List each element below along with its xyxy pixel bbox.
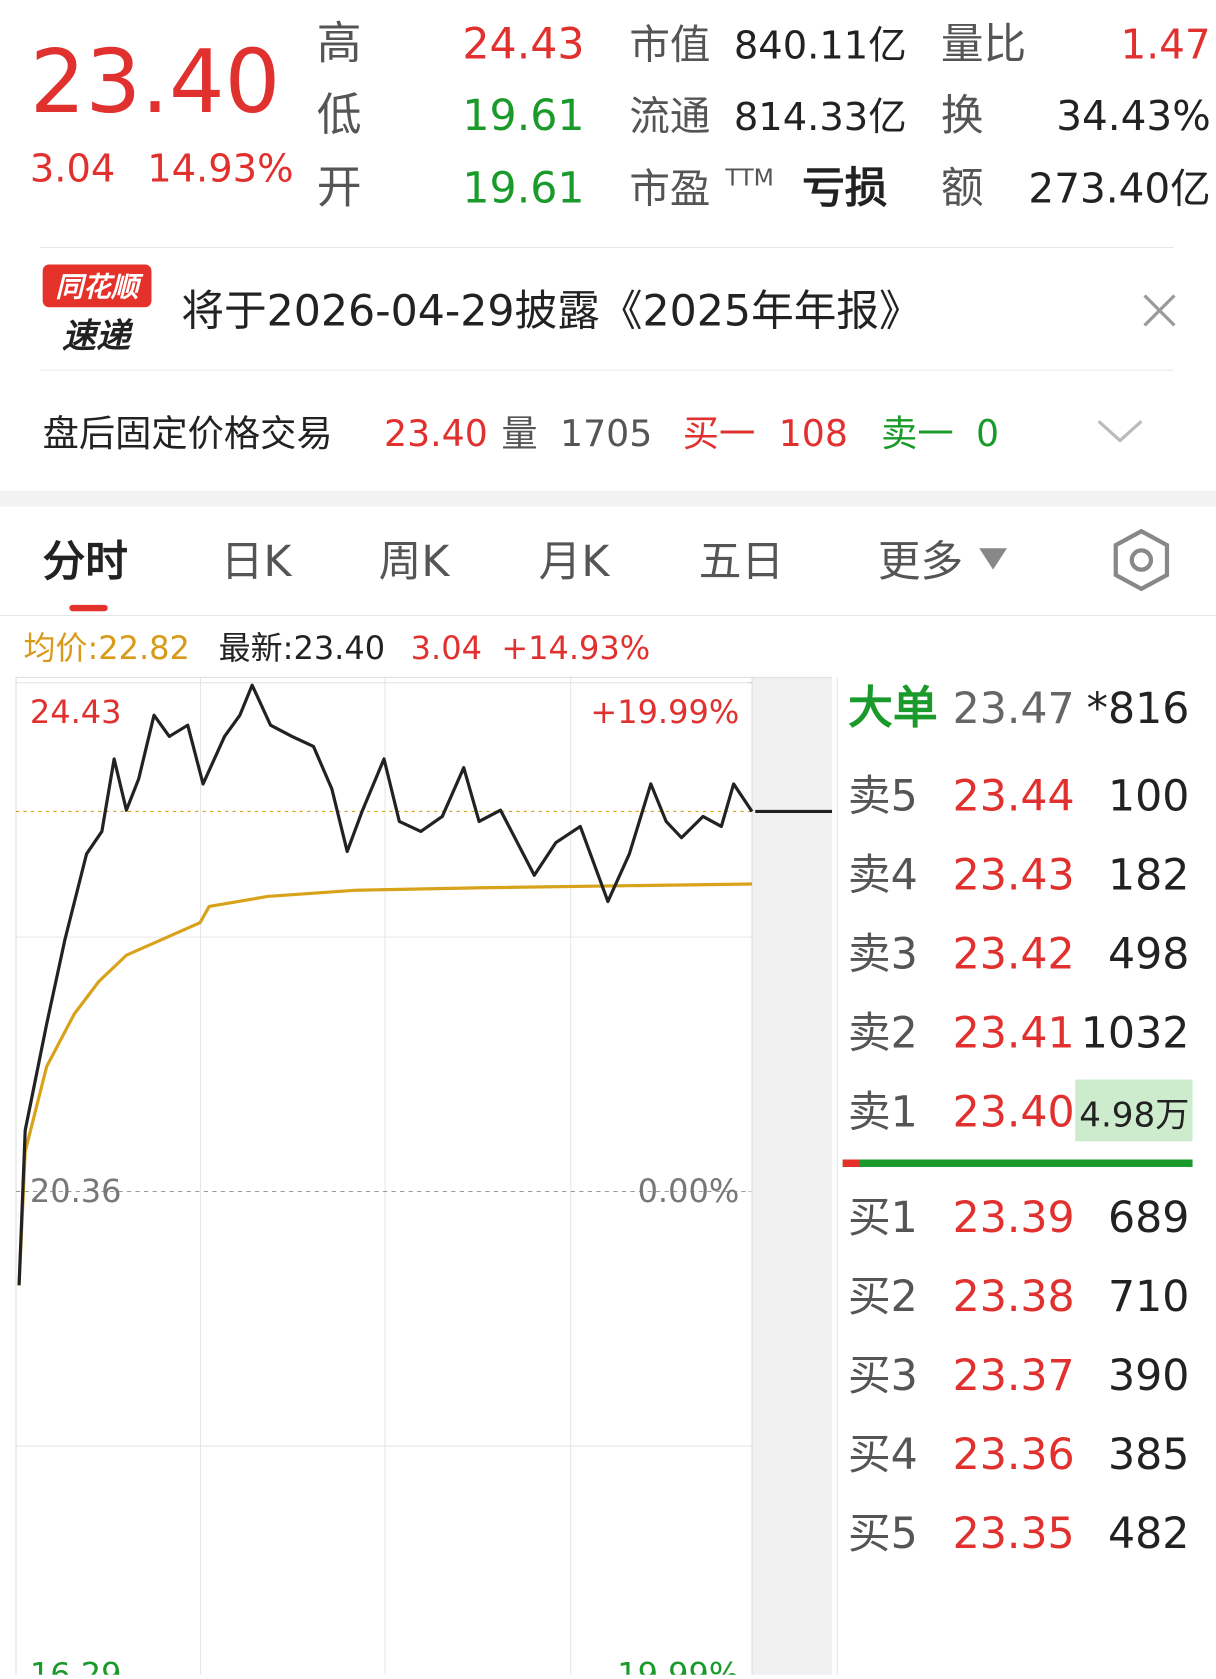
tab[interactable]: 分时 bbox=[43, 537, 128, 587]
book-price: 23.36 bbox=[953, 1430, 1075, 1480]
book-label: 卖3 bbox=[848, 930, 918, 980]
more-triangle bbox=[979, 548, 1007, 570]
y2-tick-label: +19.99% bbox=[590, 693, 739, 731]
change: 3.04 bbox=[30, 146, 115, 191]
book-price: 23.37 bbox=[953, 1351, 1075, 1401]
big-order-vol: *816 bbox=[1087, 684, 1190, 734]
after-hours-sell-label: 卖一 bbox=[881, 412, 954, 455]
book-vol: 482 bbox=[1108, 1509, 1189, 1559]
book-label: 卖5 bbox=[848, 772, 918, 822]
stat-value: 24.43 bbox=[462, 20, 584, 70]
band bbox=[0, 490, 1216, 507]
tab[interactable]: 更多 bbox=[878, 537, 963, 587]
book-vol: 498 bbox=[1108, 930, 1189, 980]
y2-tick-label: 0.00% bbox=[638, 1172, 740, 1210]
ratio-bar-sell bbox=[842, 1159, 1193, 1167]
after-hours-label: 盘后固定价格交易 bbox=[43, 412, 333, 455]
stat-label: 市盈 bbox=[629, 165, 710, 213]
stat-label: 额 bbox=[941, 164, 984, 214]
after-hours-sell: 0 bbox=[976, 412, 999, 455]
after-hours-vol: 1705 bbox=[560, 412, 652, 455]
y-tick-label: 16.29 bbox=[30, 1655, 122, 1674]
brand-bottom: 速递 bbox=[62, 317, 134, 357]
change: 3.04 bbox=[411, 629, 482, 667]
tab[interactable]: 月K bbox=[539, 537, 611, 587]
book-price: 23.41 bbox=[953, 1008, 1075, 1058]
book-label: 买4 bbox=[848, 1430, 918, 1480]
after-hours-buy: 108 bbox=[779, 412, 848, 455]
avg-line bbox=[17, 882, 753, 1286]
book-label: 买2 bbox=[848, 1272, 918, 1322]
book-price: 23.44 bbox=[953, 772, 1075, 822]
book-price: 23.40 bbox=[953, 1087, 1075, 1137]
tab[interactable]: 日K bbox=[221, 537, 293, 587]
book-label: 买3 bbox=[848, 1351, 918, 1401]
chart-side bbox=[752, 677, 833, 1679]
book-vol: 4.98万 bbox=[1079, 1095, 1189, 1135]
stat-label: 量比 bbox=[941, 20, 1026, 70]
book-vol: 182 bbox=[1108, 851, 1189, 901]
settings-icon[interactable] bbox=[1113, 528, 1170, 592]
big-order-price: 23.47 bbox=[953, 684, 1075, 734]
y-tick-label: 20.36 bbox=[30, 1172, 122, 1210]
change-pct: 14.93% bbox=[147, 146, 293, 191]
stat-value: 840.11亿 bbox=[734, 24, 907, 69]
book-vol: 710 bbox=[1108, 1272, 1189, 1322]
brand-top: 同花顺 bbox=[55, 271, 143, 304]
book-label: 买1 bbox=[848, 1193, 918, 1243]
stat-value: 19.61 bbox=[462, 91, 584, 141]
tab[interactable]: 五日 bbox=[699, 537, 784, 587]
stat-value: 814.33亿 bbox=[734, 95, 907, 140]
change-pct: +14.93% bbox=[501, 629, 650, 667]
stat-value: 1.47 bbox=[1120, 21, 1210, 69]
stat-label: 开 bbox=[317, 161, 362, 214]
notice-text: 将于2026-04-29披露《2025年年报》 bbox=[181, 286, 921, 336]
after-hours-vol-label: 量 bbox=[501, 412, 537, 455]
stat-label: 流通 bbox=[629, 92, 710, 140]
tab[interactable]: 周K bbox=[379, 537, 451, 587]
stat-value: 亏损 bbox=[802, 164, 888, 214]
ratio-bar-buy bbox=[842, 1159, 860, 1167]
stat-sup: TTM bbox=[724, 164, 773, 192]
avg-price: 均价:22.82 bbox=[23, 629, 189, 667]
price: 23.40 bbox=[30, 31, 280, 133]
book-price: 23.39 bbox=[953, 1193, 1075, 1243]
book-vol: 689 bbox=[1108, 1193, 1189, 1243]
latest-price: 最新:23.40 bbox=[219, 629, 385, 667]
sell1-bg bbox=[1075, 1079, 1193, 1142]
y-tick-label: 24.43 bbox=[30, 693, 122, 731]
book-price: 23.38 bbox=[953, 1272, 1075, 1322]
book-label: 卖4 bbox=[848, 851, 918, 901]
stat-value: 19.61 bbox=[462, 164, 584, 214]
book-vol: 1032 bbox=[1081, 1008, 1190, 1058]
stat-label: 换 bbox=[941, 91, 984, 141]
after-hours-price: 23.40 bbox=[384, 412, 488, 455]
price-line bbox=[17, 683, 754, 1286]
y2-tick-label: 19.99% bbox=[617, 1655, 739, 1674]
stat-value: 273.40亿 bbox=[1028, 165, 1210, 213]
tab-indicator bbox=[69, 604, 108, 612]
close-icon[interactable] bbox=[1143, 294, 1176, 327]
book-label: 卖2 bbox=[848, 1008, 918, 1058]
after-hours-buy-label: 买一 bbox=[683, 412, 756, 455]
book-vol: 100 bbox=[1108, 772, 1189, 822]
book-vol: 385 bbox=[1108, 1430, 1189, 1480]
big-order-label: 大单 bbox=[848, 681, 938, 734]
brand-tag bbox=[42, 264, 152, 308]
book-price: 23.42 bbox=[953, 930, 1075, 980]
book-label: 买5 bbox=[848, 1509, 918, 1559]
stat-label: 市值 bbox=[629, 21, 710, 69]
stat-label: 高 bbox=[317, 17, 362, 70]
stat-value: 34.43% bbox=[1056, 92, 1211, 140]
expand-icon[interactable] bbox=[1097, 420, 1143, 443]
book-price: 23.43 bbox=[953, 851, 1075, 901]
book-price: 23.35 bbox=[953, 1509, 1075, 1559]
book-label: 卖1 bbox=[848, 1087, 918, 1137]
stat-label: 低 bbox=[317, 88, 362, 141]
book-vol: 390 bbox=[1108, 1351, 1189, 1401]
settings-icon-dot bbox=[1129, 548, 1154, 572]
